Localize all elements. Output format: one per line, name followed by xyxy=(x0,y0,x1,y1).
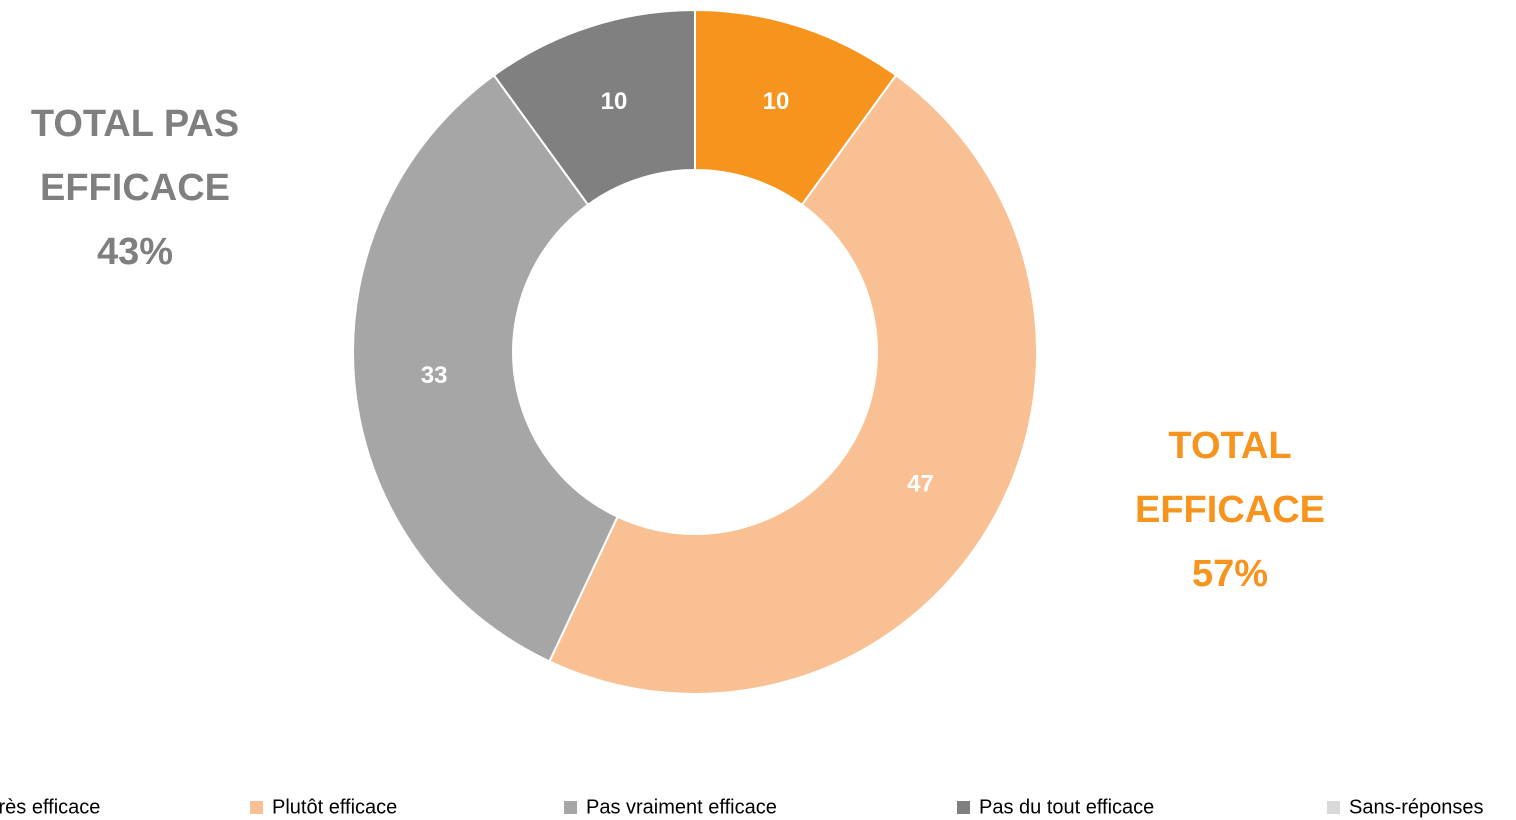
legend-marker xyxy=(1327,801,1340,814)
legend-label: Très efficace xyxy=(0,796,100,818)
legend-marker xyxy=(564,801,577,814)
donut-segment xyxy=(492,8,696,207)
legend-label: Sans-réponses xyxy=(1349,796,1484,818)
donut-segment xyxy=(352,73,619,663)
data-label: 10 xyxy=(601,88,628,115)
annotation-label: TOTAL EFFICACE xyxy=(1135,425,1325,531)
legend-marker xyxy=(250,801,263,814)
data-label: 47 xyxy=(907,471,934,498)
annotation-label: TOTAL PAS EFFICACE xyxy=(30,103,240,209)
data-label: 33 xyxy=(421,362,448,389)
legend-label: Plutôt efficace xyxy=(272,796,397,818)
annotation-value: 57% xyxy=(1191,553,1269,595)
annotation-value: 43% xyxy=(96,231,174,273)
legend-label: Pas vraiment efficace xyxy=(586,796,777,818)
legend-label: Pas du tout efficace xyxy=(979,796,1154,818)
data-label: 10 xyxy=(763,88,790,115)
annotation: TOTAL EFFICACE 57% xyxy=(1130,414,1330,606)
annotation: TOTAL PAS EFFICACE 43% xyxy=(10,92,260,284)
donut-segment xyxy=(548,73,1039,695)
legend-marker xyxy=(957,801,970,814)
